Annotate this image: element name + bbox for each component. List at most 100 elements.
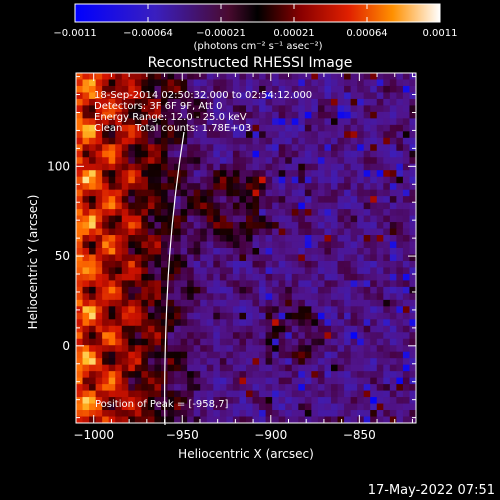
heatmap-pixel [141, 397, 149, 404]
heatmap-pixel [115, 332, 123, 340]
heatmap-pixel [344, 209, 352, 216]
heatmap-pixel [167, 105, 175, 113]
heatmap-pixel [311, 196, 319, 204]
heatmap-pixel [167, 196, 175, 204]
heatmap-pixel [154, 85, 162, 93]
heatmap-pixel [311, 222, 319, 229]
heatmap-pixel [161, 267, 168, 275]
heatmap-pixel [141, 384, 149, 391]
heatmap-pixel [89, 338, 97, 346]
heatmap-pixel [141, 306, 149, 314]
heatmap-pixel [389, 345, 397, 353]
heatmap-pixel [324, 293, 332, 301]
heatmap-pixel [337, 280, 345, 288]
heatmap-pixel [213, 267, 221, 275]
heatmap-pixel [350, 273, 358, 281]
heatmap-pixel [409, 189, 417, 197]
heatmap-pixel [141, 144, 149, 152]
heatmap-pixel [324, 215, 332, 223]
heatmap-pixel [363, 189, 371, 197]
heatmap-pixel [317, 202, 325, 210]
heatmap-pixel [206, 209, 214, 216]
heatmap-pixel [331, 384, 338, 391]
heatmap-pixel [128, 254, 136, 262]
heatmap-pixel [213, 319, 221, 327]
heatmap-pixel [180, 358, 188, 366]
heatmap-pixel [357, 118, 365, 126]
heatmap-pixel [291, 228, 299, 236]
heatmap-pixel [232, 111, 240, 119]
heatmap-pixel [115, 248, 123, 255]
heatmap-pixel [285, 235, 293, 242]
heatmap-pixel [167, 215, 175, 223]
heatmap-pixel [344, 332, 352, 340]
heatmap-pixel [370, 312, 378, 320]
heatmap-pixel [265, 157, 273, 165]
heatmap-pixel [141, 209, 149, 216]
heatmap-pixel [370, 73, 378, 80]
heatmap-pixel [357, 397, 365, 404]
heatmap-pixel [324, 345, 332, 353]
heatmap-pixel [252, 176, 260, 184]
heatmap-pixel [278, 377, 286, 385]
heatmap-pixel [167, 118, 175, 126]
heatmap-pixel [331, 364, 338, 372]
heatmap-pixel [246, 209, 253, 216]
heatmap-pixel [102, 105, 110, 113]
heatmap-pixel [161, 319, 168, 327]
heatmap-pixel [206, 306, 214, 314]
heatmap-pixel [213, 280, 221, 288]
heatmap-pixel [213, 397, 221, 404]
heatmap-pixel [389, 163, 397, 171]
heatmap-pixel [278, 196, 286, 204]
heatmap-pixel [376, 228, 384, 236]
heatmap-pixel [357, 79, 365, 87]
heatmap-pixel [161, 241, 168, 249]
heatmap-pixel [108, 319, 116, 327]
heatmap-pixel [265, 85, 273, 93]
heatmap-pixel [200, 235, 208, 242]
heatmap-pixel [291, 390, 299, 398]
heatmap-pixel [317, 351, 325, 359]
heatmap-pixel [396, 403, 404, 411]
heatmap-pixel [298, 325, 306, 333]
heatmap-pixel [161, 280, 168, 288]
heatmap-pixel [370, 209, 378, 216]
heatmap-pixel [76, 364, 83, 372]
heatmap-pixel [167, 254, 175, 262]
heatmap-pixel [89, 332, 97, 340]
heatmap-pixel [337, 73, 345, 80]
heatmap-pixel [147, 319, 155, 327]
heatmap-pixel [331, 325, 338, 333]
heatmap-pixel [344, 293, 352, 301]
heatmap-pixel [232, 260, 240, 268]
heatmap-pixel [317, 92, 325, 100]
heatmap-pixel [396, 332, 404, 340]
heatmap-pixel [108, 286, 116, 294]
heatmap-pixel [206, 280, 214, 288]
heatmap-pixel [180, 267, 188, 275]
heatmap-pixel [337, 124, 345, 132]
heatmap-pixel [154, 397, 162, 404]
heatmap-pixel [376, 73, 384, 80]
heatmap-pixel [108, 325, 116, 333]
heatmap-pixel [206, 196, 214, 204]
heatmap-pixel [285, 118, 293, 126]
heatmap-pixel [317, 98, 325, 106]
heatmap-pixel [376, 384, 384, 391]
heatmap-pixel [121, 144, 129, 152]
heatmap-pixel [389, 118, 397, 126]
heatmap-pixel [187, 73, 195, 80]
heatmap-pixel [134, 241, 142, 249]
heatmap-pixel [304, 79, 312, 87]
heatmap-pixel [180, 163, 188, 171]
heatmap-pixel [324, 144, 332, 152]
heatmap-pixel [161, 209, 168, 216]
heatmap-pixel [337, 98, 345, 106]
heatmap-pixel [134, 260, 142, 268]
heatmap-pixel [389, 358, 397, 366]
heatmap-pixel [219, 79, 227, 87]
heatmap-pixel [409, 377, 417, 385]
heatmap-pixel [252, 403, 260, 411]
heatmap-pixel [147, 248, 155, 255]
